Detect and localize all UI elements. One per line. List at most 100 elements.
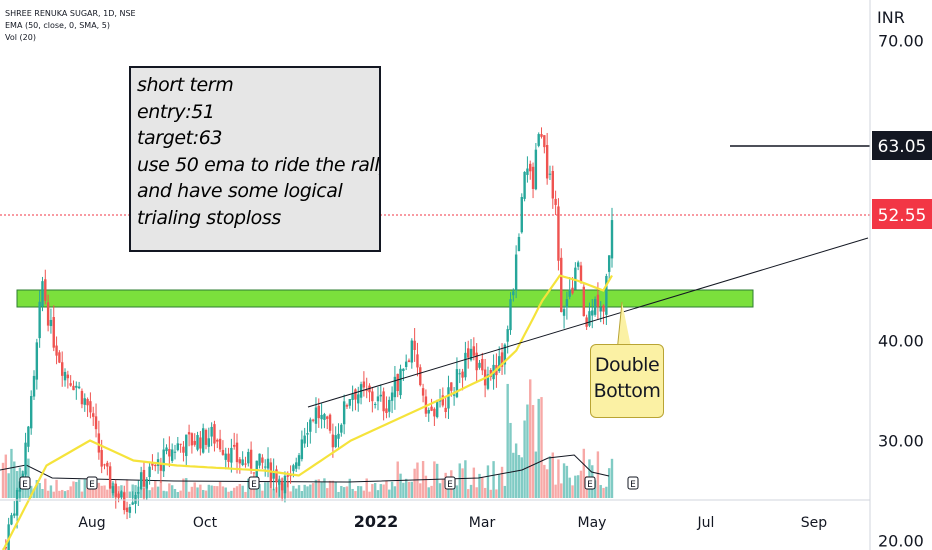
- volume-bar: [168, 483, 171, 498]
- volume-bar: [537, 398, 540, 498]
- trade-note[interactable]: short term entry:51 target:63 use 50 ema…: [129, 66, 381, 252]
- volume-bar: [562, 463, 566, 498]
- volume-bar: [151, 487, 154, 498]
- volume-bar: [500, 466, 504, 498]
- candle-body: [83, 398, 86, 405]
- volume-bar: [61, 489, 64, 498]
- symbol-title[interactable]: SHREE RENUKA SUGAR, 1D, NSE: [5, 9, 136, 18]
- candle-body: [326, 416, 329, 419]
- volume-bar: [376, 490, 380, 498]
- earnings-marker[interactable]: [584, 476, 596, 490]
- candle-body: [108, 466, 112, 489]
- candle-body: [264, 466, 267, 468]
- double-bottom-callout[interactable]: Double Bottom: [590, 344, 664, 418]
- candle-body: [182, 446, 185, 453]
- candle-body: [340, 424, 343, 433]
- candle-body: [58, 352, 61, 363]
- candle-body: [266, 458, 270, 469]
- earnings-marker[interactable]: [248, 476, 260, 490]
- price-axis[interactable]: 20.00 30.00 40.00 70.00: [878, 32, 924, 550]
- volume-bar: [331, 480, 335, 498]
- earnings-marker-label: E: [630, 480, 636, 490]
- volume-bar: [159, 481, 163, 498]
- volume-bar: [371, 484, 374, 498]
- volume-bar: [529, 379, 532, 498]
- volume-bar: [241, 485, 244, 498]
- trendline[interactable]: [307, 237, 869, 408]
- candle-body: [35, 342, 39, 380]
- volume-bar: [83, 479, 86, 498]
- candle-body: [362, 381, 366, 388]
- volume-bar: [582, 448, 586, 498]
- earnings-marker[interactable]: [19, 476, 31, 490]
- volume-bar: [548, 456, 552, 498]
- volume-bar: [292, 485, 295, 498]
- candle-body: [441, 395, 445, 406]
- candle-body: [244, 463, 247, 465]
- earnings-marker[interactable]: [627, 476, 639, 490]
- volume-bar: [196, 487, 199, 498]
- candle-body: [221, 449, 225, 455]
- volume-bar: [264, 482, 267, 498]
- candle-body: [430, 406, 433, 411]
- volume-bar: [492, 461, 495, 498]
- candle-body: [520, 197, 523, 233]
- ema-indicator-label[interactable]: EMA (50, close, 0, SMA, 5): [5, 21, 110, 30]
- volume-bar: [300, 491, 304, 498]
- volume-bar: [576, 475, 580, 498]
- volume-bar: [38, 483, 41, 498]
- volume-bar: [238, 483, 242, 498]
- candle-body: [376, 396, 380, 402]
- candle-body: [97, 433, 101, 453]
- candle-body: [238, 459, 242, 464]
- candle-body: [512, 291, 515, 296]
- candle-body: [213, 424, 216, 444]
- candle-body: [227, 453, 230, 462]
- candle-body: [154, 464, 157, 467]
- candle-body: [419, 367, 422, 386]
- candle-body: [139, 472, 143, 489]
- candle-body: [543, 135, 546, 148]
- volume-bar: [579, 470, 583, 498]
- volume-bar: [402, 482, 405, 498]
- earnings-marker[interactable]: [444, 476, 456, 490]
- time-axis[interactable]: Aug Oct 2022 Mar May Jul Sep: [78, 512, 827, 531]
- price-tick-label: 20.00: [878, 532, 924, 550]
- candle-body: [351, 394, 354, 400]
- earnings-marker[interactable]: [86, 476, 98, 490]
- volume-bar: [506, 383, 509, 498]
- candle-body: [63, 371, 67, 381]
- volume-bar: [610, 458, 614, 498]
- candlesticks: [1, 127, 614, 550]
- volume-bar: [44, 478, 47, 498]
- target-price-label: 63.05: [878, 137, 927, 157]
- volume-bar: [97, 482, 101, 498]
- volume-bar: [201, 489, 205, 498]
- candle-body: [523, 171, 526, 199]
- candle-body: [560, 257, 563, 312]
- candle-body: [4, 546, 8, 549]
- volume-indicator-label[interactable]: Vol (20): [5, 33, 36, 42]
- candle-body: [486, 374, 490, 389]
- volume-bar: [543, 464, 546, 498]
- candle-body: [27, 426, 30, 447]
- volume-bar: [69, 486, 72, 498]
- support-zone[interactable]: [16, 289, 754, 308]
- volume-bar: [337, 491, 340, 498]
- candle-body: [605, 276, 608, 315]
- volume-bar: [323, 478, 326, 498]
- volume-bar: [534, 451, 538, 498]
- volume-bar: [368, 491, 371, 498]
- candle-body: [345, 405, 349, 407]
- candle-body: [517, 236, 521, 252]
- volume-bar: [340, 485, 343, 498]
- volume-bar: [286, 481, 289, 498]
- candle-body: [38, 301, 41, 339]
- volume-bar: [317, 479, 320, 498]
- ema-50-line: [2, 274, 613, 550]
- candle-body: [303, 435, 306, 444]
- volume-bar: [309, 484, 312, 498]
- volume-bar: [41, 488, 44, 498]
